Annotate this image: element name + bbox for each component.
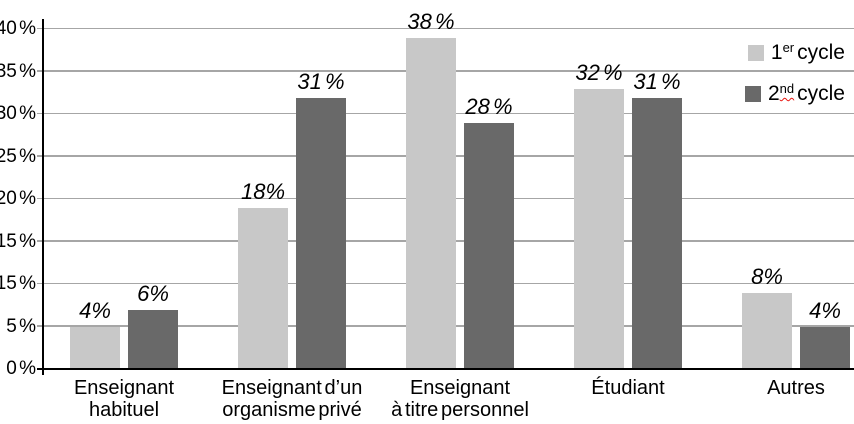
- y-axis-tick-label: 25 %: [0, 145, 36, 167]
- x-category-label: Étudiant: [516, 377, 740, 399]
- bar-value-label: 28 %: [465, 94, 513, 119]
- bar-2nd-cycle: [464, 123, 514, 368]
- bar-value-label: 32 %: [575, 60, 623, 85]
- legend-label-base: 1: [770, 41, 783, 64]
- bar-value-label: 31 %: [297, 68, 345, 94]
- y-axis-tick-label: 30 %: [0, 103, 36, 124]
- x-category-label-line: organisme privé: [222, 399, 362, 421]
- bar-2nd-cycle: [128, 310, 178, 368]
- bar-1er-cycle: [70, 327, 120, 368]
- x-category-label-line: habituel: [88, 399, 160, 421]
- x-category-label-line: à titre personnel: [391, 399, 529, 421]
- bar-2nd-cycle: [632, 97, 682, 368]
- y-axis-tick-label: 35 %: [0, 60, 36, 82]
- y-gridline: [37, 27, 854, 29]
- legend-label-ordinal-suffix: nd: [779, 81, 795, 96]
- y-axis-tick-label: 0 %: [6, 358, 36, 379]
- y-axis-tick-label: 15 %: [0, 273, 36, 294]
- bar-value-label: 31 %: [633, 68, 681, 94]
- legend-item-2nd-cycle: 2nd cycle: [744, 81, 845, 105]
- y-axis-tick-label: 15 %: [0, 230, 36, 252]
- bar-value-label: 8%: [751, 264, 783, 289]
- legend-item-1er-cycle: 1er cycle: [747, 40, 845, 64]
- x-category-label: Enseignant à titre personnel: [348, 377, 572, 421]
- bar-1er-cycle: [742, 293, 792, 368]
- y-axis-line: [42, 19, 44, 375]
- x-category-label-line: Enseignant: [409, 377, 511, 399]
- bar-2nd-cycle: [800, 327, 850, 368]
- x-axis-line: [37, 368, 854, 370]
- bar-value-label: 18%: [240, 179, 286, 204]
- x-category-label-line: Enseignant: [73, 377, 175, 399]
- x-category-label: Enseignant habituel: [12, 377, 236, 421]
- y-axis-tick-label: 40 %: [0, 18, 36, 39]
- legend-label: 2nd cycle: [767, 81, 845, 105]
- x-category-label: Autres: [684, 377, 854, 399]
- bar-2nd-cycle: [296, 97, 346, 368]
- bar-value-label: 4%: [79, 298, 111, 323]
- bar-1er-cycle: [238, 208, 288, 368]
- x-category-label-line: Étudiant: [591, 377, 665, 399]
- bar-value-label: 38 %: [407, 9, 455, 34]
- y-axis-tick-label: 5 %: [6, 315, 36, 337]
- x-category-label: Enseignant d’un organisme privé: [180, 377, 404, 421]
- bar-value-label: 4%: [809, 298, 841, 323]
- x-category-label-line: Enseignant d’un: [221, 377, 363, 399]
- bar-1er-cycle: [574, 89, 624, 368]
- bar-1er-cycle: [406, 38, 456, 368]
- legend-label-rest: cycle: [797, 82, 845, 105]
- legend-label: 1er cycle: [770, 40, 845, 64]
- bar-value-label: 6%: [137, 281, 169, 306]
- x-category-label-line: Autres: [767, 377, 825, 399]
- legend-label-ordinal-suffix: er: [782, 40, 795, 55]
- legend-label-rest: cycle: [797, 41, 845, 64]
- y-axis-tick-label: 20 %: [0, 188, 36, 209]
- legend-label-base: 2: [767, 82, 780, 105]
- legend-swatch: [747, 45, 764, 61]
- legend-swatch: [744, 86, 761, 102]
